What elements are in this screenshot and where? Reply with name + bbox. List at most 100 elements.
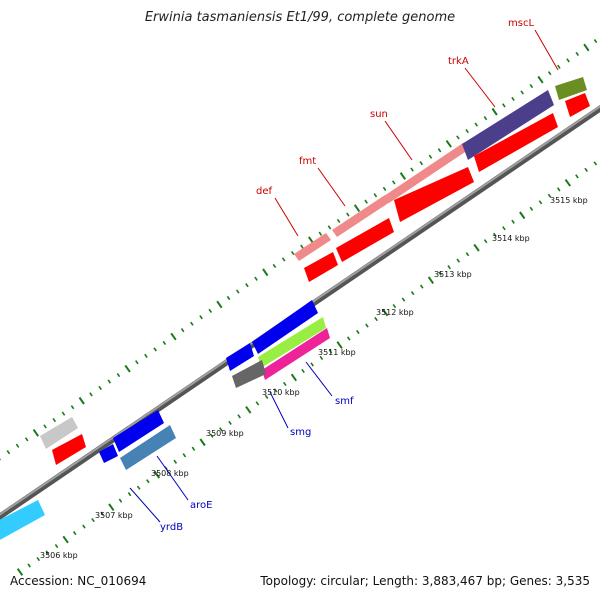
gene-aroE[interactable] <box>120 425 176 470</box>
inner-tick <box>519 211 526 220</box>
gene-yrdB-cyan[interactable] <box>0 500 45 547</box>
inner-tick <box>538 200 543 205</box>
gene-label-trkA: trkA <box>448 56 469 67</box>
inner-tick <box>427 276 435 284</box>
inner-tick <box>62 535 69 544</box>
cds-sun[interactable] <box>394 167 474 222</box>
outer-tick <box>391 180 396 185</box>
gene-trkA[interactable] <box>462 90 554 160</box>
outer-tick <box>190 321 194 326</box>
inner-tick <box>438 271 442 276</box>
gene-mscL[interactable] <box>555 77 587 100</box>
outer-tick <box>52 417 57 423</box>
inner-tick <box>328 349 333 354</box>
inner-tick <box>282 381 287 386</box>
gene-blue-small[interactable] <box>226 343 254 371</box>
outer-tick <box>399 172 407 180</box>
outer-tick <box>61 411 66 416</box>
inner-tick <box>45 550 50 555</box>
outer-tick <box>281 257 286 262</box>
gene-fmt[interactable] <box>332 195 390 237</box>
cds-mscL[interactable] <box>565 93 590 117</box>
inner-tick <box>447 265 451 270</box>
inner-tick <box>136 485 141 490</box>
inner-tick <box>264 394 269 399</box>
cds-def[interactable] <box>304 252 338 282</box>
gene-label-def: def <box>256 186 273 197</box>
outer-tick <box>373 193 378 198</box>
inner-tick <box>16 568 24 576</box>
outer-tick <box>327 225 332 230</box>
inner-tick <box>182 453 187 458</box>
tick-label-3515: 3515 kbp <box>550 196 588 205</box>
inner-tick <box>465 252 470 257</box>
gene-sun[interactable] <box>384 143 468 203</box>
gene-label-aroE: aroE <box>190 500 212 511</box>
outer-tick <box>300 244 304 249</box>
outer-tick <box>170 332 177 341</box>
outer-tick <box>566 58 570 63</box>
outer-tick <box>593 39 598 44</box>
inner-tick <box>310 362 314 367</box>
tick-labels: 3506 kbp 3507 kbp 3508 kbp 3509 kbp 3510… <box>40 196 588 560</box>
inner-tick <box>410 291 415 296</box>
tick-label-3512: 3512 kbp <box>376 308 414 317</box>
gene-def[interactable] <box>294 233 331 261</box>
outer-tick <box>364 199 368 204</box>
outer-tick <box>216 300 223 309</box>
outer-tick <box>6 450 11 455</box>
gene-smf-cds[interactable] <box>252 300 318 354</box>
inner-tick <box>356 329 360 335</box>
outer-tick <box>456 135 460 140</box>
outer-tick <box>537 75 544 84</box>
outer-tick <box>491 107 498 116</box>
gene-smg[interactable] <box>262 328 330 380</box>
tick-label-3508: 3508 kbp <box>151 469 189 478</box>
outer-tick <box>557 64 561 69</box>
feature-track <box>0 77 590 547</box>
inner-tick <box>273 388 278 393</box>
gene-gray-small[interactable] <box>232 360 266 388</box>
outer-tick <box>410 167 414 172</box>
inner-tick <box>228 420 232 425</box>
inner-tick <box>118 498 123 503</box>
inner-tick <box>219 427 223 432</box>
tick-label-3514: 3514 kbp <box>492 234 530 243</box>
inner-tick <box>529 206 534 211</box>
cds-fmt[interactable] <box>336 218 394 262</box>
outer-tick <box>262 268 269 277</box>
outer-tick <box>124 364 131 373</box>
inner-tick <box>547 193 552 198</box>
outer-tick <box>419 161 424 166</box>
gene-label-sun: sun <box>370 109 388 120</box>
outer-tick <box>135 360 139 365</box>
tick-label-3507: 3507 kbp <box>95 511 133 520</box>
outer-tick <box>144 353 148 358</box>
outer-tick <box>254 276 258 281</box>
outer-tick <box>43 424 47 429</box>
inner-tick <box>255 401 260 406</box>
gene-aroE-cds[interactable] <box>113 410 164 452</box>
outer-tick <box>98 385 102 391</box>
outer-tick <box>520 90 524 95</box>
cds-gray-left[interactable] <box>52 434 86 465</box>
inner-tick <box>419 284 424 289</box>
outer-tick <box>78 396 85 405</box>
outer-tick <box>245 283 249 288</box>
inner-tick <box>191 446 196 451</box>
inner-tick <box>72 531 77 536</box>
outer-tick <box>474 122 479 127</box>
inner-tick <box>593 161 598 166</box>
gene-gray-left[interactable] <box>40 417 78 449</box>
inner-tick <box>584 167 588 172</box>
outer-tick <box>353 204 361 212</box>
accession-label: Accession: NC_010694 <box>10 574 147 588</box>
inner-tick <box>100 511 104 516</box>
tick-label-3510: 3510 kbp <box>262 388 300 397</box>
gene-blue-left-small[interactable] <box>99 444 118 463</box>
cds-trkA[interactable] <box>474 113 558 172</box>
inner-tick <box>492 232 497 237</box>
gene-smf[interactable] <box>258 317 326 368</box>
